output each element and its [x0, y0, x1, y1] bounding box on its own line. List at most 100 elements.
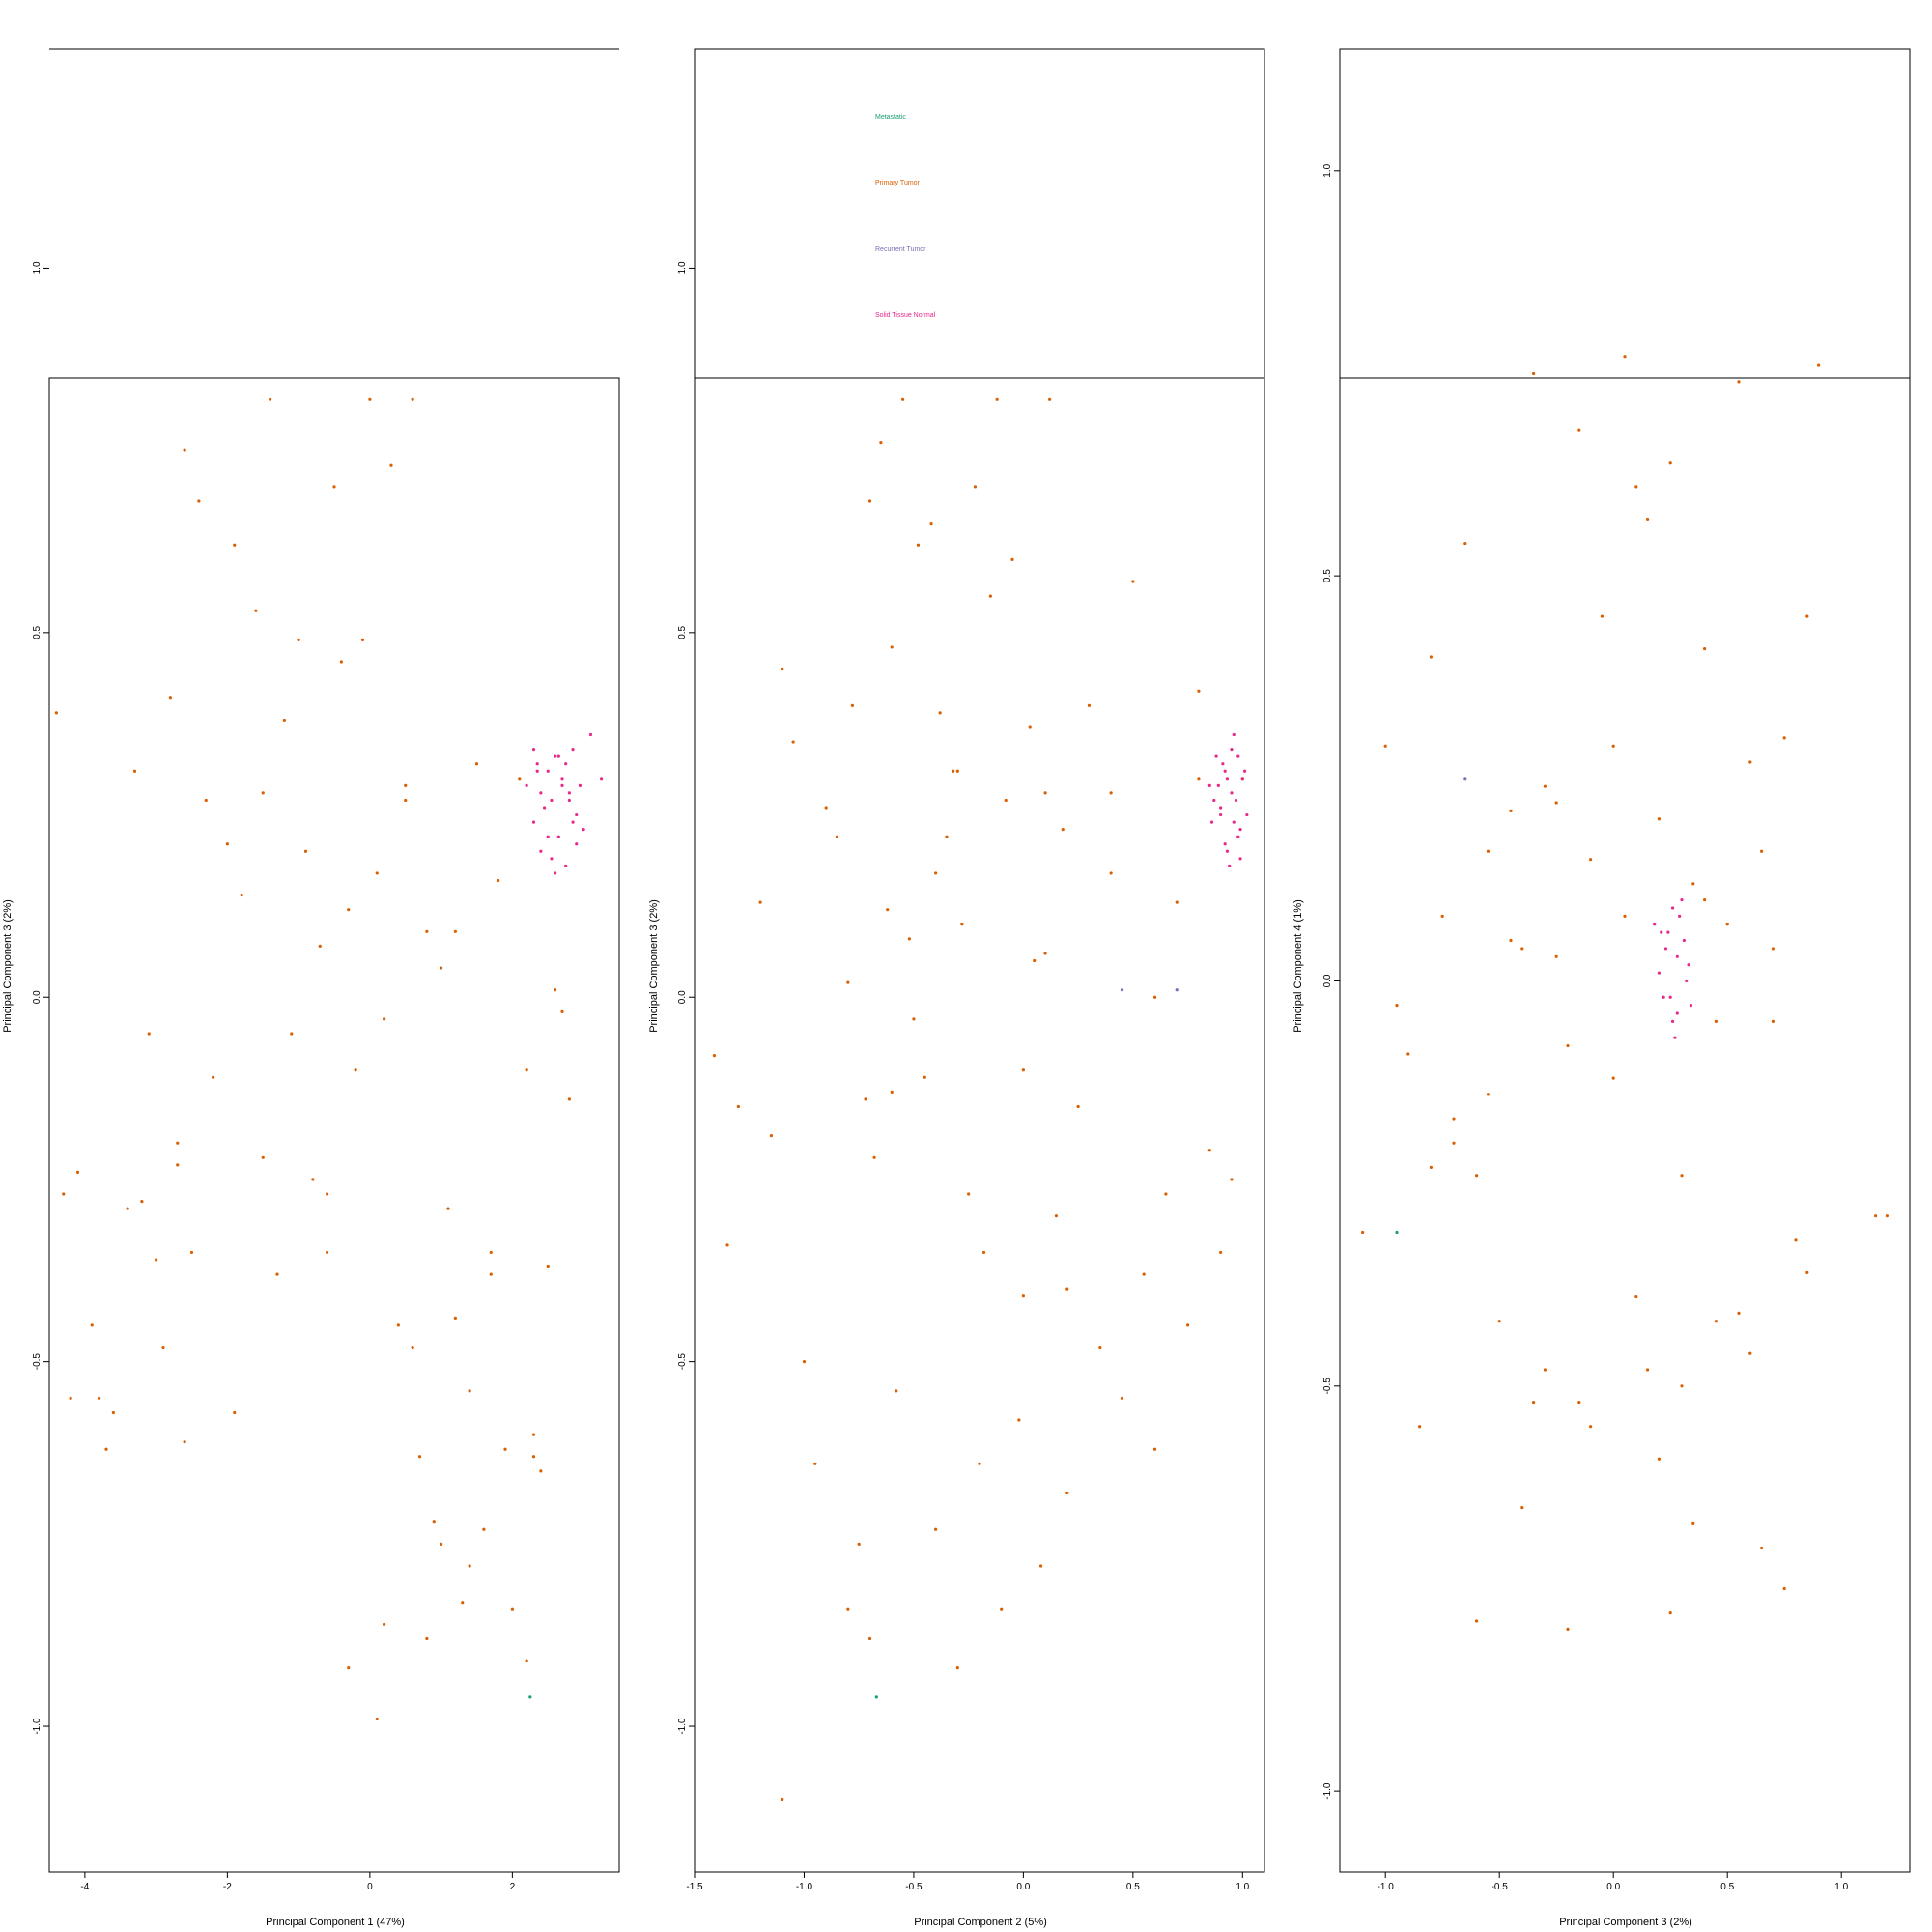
data-point: [955, 1666, 959, 1670]
data-point: [1230, 1178, 1234, 1181]
data-point: [1509, 938, 1513, 943]
data-point: [1223, 769, 1227, 773]
data-point: [1236, 754, 1240, 758]
data-point: [1076, 1104, 1080, 1109]
data-point: [850, 703, 854, 707]
legend-entry-metastatic: Metastatic: [875, 114, 906, 121]
data-point: [1748, 1351, 1752, 1355]
data-point: [1043, 791, 1047, 795]
data-point: [1109, 871, 1113, 875]
data-point: [1673, 1036, 1677, 1039]
data-point: [1794, 1238, 1798, 1242]
data-point: [525, 783, 528, 787]
data-point: [1657, 817, 1661, 821]
data-point: [1670, 906, 1675, 910]
data-point: [955, 769, 959, 773]
data-point: [736, 1104, 740, 1109]
data-point: [554, 871, 557, 875]
data-point: [297, 638, 300, 641]
y-tick-label: 0.5: [677, 625, 688, 639]
data-point: [1653, 923, 1657, 926]
data-point: [1120, 1396, 1124, 1400]
data-point: [1589, 858, 1593, 862]
data-point: [1623, 914, 1627, 918]
data-point: [383, 1622, 386, 1626]
data-point: [1623, 355, 1627, 359]
x-axis-label: Principal Component 1 (47%): [266, 1917, 405, 1928]
data-point: [1463, 777, 1467, 781]
data-point: [1452, 1117, 1456, 1121]
data-point: [1646, 517, 1650, 522]
data-point: [1087, 703, 1092, 707]
data-point: [275, 1272, 279, 1276]
data-point: [813, 1462, 817, 1465]
data-point: [482, 1527, 486, 1531]
data-point: [204, 798, 208, 803]
data-point: [489, 1272, 493, 1276]
data-point: [934, 1527, 938, 1531]
data-point: [1236, 835, 1240, 838]
series-solid-tissue-normal: [1653, 898, 1693, 1039]
data-point: [867, 499, 872, 503]
series-solid-tissue-normal: [525, 732, 604, 875]
data-point: [1805, 1270, 1809, 1274]
legend: Metastatic Primary Tumor Recurrent Tumor…: [875, 114, 936, 319]
data-point: [1219, 812, 1223, 817]
data-point: [542, 806, 547, 810]
data-point: [1383, 744, 1387, 748]
data-point: [531, 1433, 536, 1436]
data-point: [62, 1192, 66, 1196]
data-point: [1737, 380, 1741, 384]
data-point: [556, 754, 560, 758]
data-point: [781, 667, 784, 671]
data-point: [1817, 363, 1821, 367]
y-tick-label: 0.0: [677, 990, 688, 1004]
data-point: [560, 783, 564, 787]
legend-entry-primary-tumor: Primary Tumor: [875, 180, 921, 186]
data-point: [1395, 1230, 1399, 1235]
data-point: [404, 783, 408, 787]
data-point: [988, 594, 992, 598]
data-point: [945, 835, 949, 838]
data-point: [846, 980, 850, 984]
data-point: [303, 849, 308, 853]
data-point: [168, 696, 172, 700]
data-point: [261, 1155, 265, 1159]
data-point: [1687, 963, 1690, 967]
y-tick-label: -0.5: [677, 1353, 688, 1371]
data-point: [360, 638, 365, 641]
data-point: [535, 769, 539, 773]
data-point: [75, 1170, 80, 1174]
data-point: [874, 1695, 878, 1699]
data-point: [1486, 1093, 1490, 1096]
y-axis-label: Principal Component 3 (2%): [2, 899, 14, 1033]
data-point: [550, 857, 554, 861]
data-point: [1004, 798, 1008, 803]
data-point: [725, 1243, 729, 1247]
panel-pc2-vs-pc3: Principal Component 2 (5%) Principal Com…: [648, 48, 1265, 1928]
data-point: [1668, 461, 1672, 465]
data-point: [468, 1564, 471, 1568]
data-point: [1532, 1400, 1536, 1405]
series-primary-tumor: [54, 397, 571, 1721]
data-point: [282, 718, 286, 723]
data-point: [539, 849, 543, 853]
data-point: [1760, 849, 1764, 853]
y-tick-label: 1.0: [32, 261, 43, 274]
plot-frame: [694, 377, 1265, 1873]
data-point: [233, 1410, 237, 1415]
data-point: [1242, 769, 1247, 773]
x-axis-label: Principal Component 2 (5%): [914, 1917, 1047, 1928]
data-point: [1230, 748, 1234, 752]
data-point: [575, 812, 579, 817]
data-point: [960, 923, 964, 926]
data-point: [189, 1250, 194, 1255]
data-point: [425, 929, 429, 933]
data-point: [1703, 647, 1707, 651]
data-point: [1221, 762, 1225, 766]
data-point: [567, 1097, 571, 1101]
x-tick-label: -0.5: [905, 1882, 923, 1892]
data-point: [864, 1097, 867, 1101]
data-point: [895, 1389, 898, 1393]
